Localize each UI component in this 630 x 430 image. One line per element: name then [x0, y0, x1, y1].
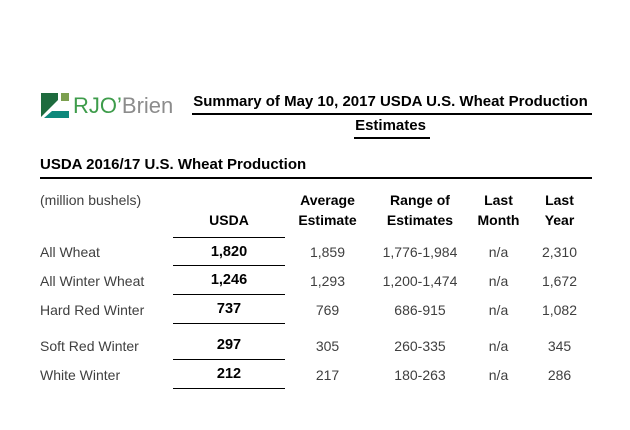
last-month-value: n/a	[488, 337, 509, 354]
label-column-spacer	[40, 210, 173, 230]
average-estimate-value: 1,859	[309, 243, 346, 260]
usda-value: 1,246	[173, 266, 285, 295]
rjobrien-logo: RJO’Brien	[40, 86, 192, 121]
logo-text-brien: Brien	[121, 93, 174, 118]
table-row-white-winter: White Winter 212 217 180-263 n/a 286	[40, 360, 592, 389]
table-row-all-wheat: All Wheat 1,820 1,859 1,776-1,984 n/a 2,…	[40, 237, 592, 266]
range-of-estimates-value: 260-335	[394, 337, 446, 354]
logo-apostrophe: ’	[117, 93, 122, 118]
last-year-value: 1,672	[541, 272, 578, 289]
row-label: All Winter Wheat	[40, 272, 145, 289]
table-row-hard-red-winter: Hard Red Winter 737 769 686-915 n/a 1,08…	[40, 295, 592, 324]
column-header-usda-spacer	[173, 190, 285, 210]
page-title-line1: Summary of May 10, 2017 USDA U.S. Wheat …	[192, 91, 592, 115]
table-row-soft-red-winter: Soft Red Winter 297 305 260-335 n/a 345	[40, 331, 592, 360]
column-header-usda: USDA	[209, 212, 249, 228]
usda-value: 737	[173, 295, 285, 324]
logo-text-rjo: RJO	[73, 93, 117, 118]
column-header-average-line1: Average	[300, 192, 355, 208]
column-header-range-line1: Range of	[390, 192, 450, 208]
range-of-estimates-value: 1,776-1,984	[382, 243, 458, 260]
average-estimate-value: 769	[315, 301, 340, 318]
column-header-range-line2: Estimates	[386, 212, 454, 228]
section-heading: USDA 2016/17 U.S. Wheat Production	[40, 156, 592, 179]
table-row-all-winter-wheat: All Winter Wheat 1,246 1,293 1,200-1,474…	[40, 266, 592, 295]
masthead: RJO’Brien Summary of May 10, 2017 USDA U…	[40, 86, 592, 139]
range-of-estimates-value: 1,200-1,474	[382, 272, 458, 289]
usda-value: 297	[173, 331, 285, 360]
column-header-average-line2: Estimate	[298, 212, 357, 228]
unit-note: (million bushels)	[40, 192, 142, 208]
usda-value: 1,820	[173, 237, 285, 266]
last-year-value: 2,310	[541, 243, 578, 260]
rjobrien-logo-icon	[40, 90, 73, 121]
column-header-last-year-line2: Year	[544, 212, 575, 228]
row-label: Soft Red Winter	[40, 337, 139, 354]
last-year-value: 1,082	[541, 301, 578, 318]
average-estimate-value: 1,293	[309, 272, 346, 289]
range-of-estimates-value: 180-263	[394, 366, 446, 383]
last-month-value: n/a	[488, 301, 509, 318]
average-estimate-value: 217	[315, 366, 340, 383]
column-header-last-month-line1: Last	[484, 192, 513, 208]
last-month-value: n/a	[488, 272, 509, 289]
average-estimate-value: 305	[315, 337, 340, 354]
row-label: White Winter	[40, 366, 121, 383]
row-label: All Wheat	[40, 243, 100, 260]
row-group-divider-gap	[40, 324, 592, 331]
last-month-value: n/a	[488, 243, 509, 260]
page-title-line2: Estimates	[354, 115, 430, 139]
last-year-value: 286	[547, 366, 572, 383]
column-header-last-month-line2: Month	[477, 212, 520, 228]
page-title: Summary of May 10, 2017 USDA U.S. Wheat …	[192, 86, 592, 139]
usda-value: 212	[173, 360, 285, 389]
table-header: (million bushels) Average Range of Last …	[40, 190, 592, 230]
logo-text: RJO’Brien	[73, 91, 173, 121]
row-label: Hard Red Winter	[40, 301, 145, 318]
estimates-table: All Wheat 1,820 1,859 1,776-1,984 n/a 2,…	[40, 237, 592, 389]
column-header-last-year-line1: Last	[545, 192, 574, 208]
range-of-estimates-value: 686-915	[394, 301, 446, 318]
last-year-value: 345	[547, 337, 572, 354]
last-month-value: n/a	[488, 366, 509, 383]
